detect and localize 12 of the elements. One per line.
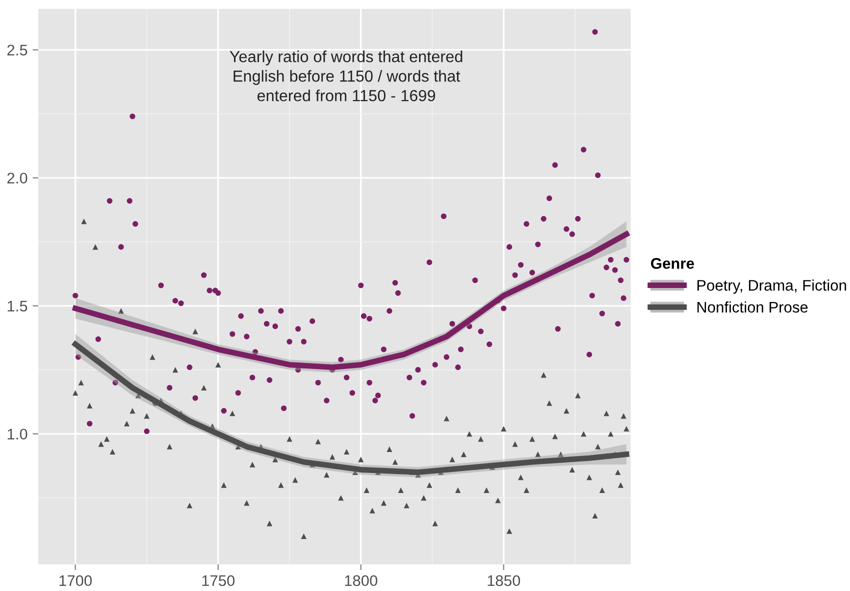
x-tick-label: 1850 [488,575,520,586]
x-tick-label: 1800 [345,575,378,586]
annotation: Yearly ratio of words that entered English before 1150 / words that entered from 1150 - 1699 [230,50,462,102]
legend-title: Genre [651,258,694,269]
legend-label: Poetry, Drama, Fiction [697,280,846,294]
x-tick-label: 1700 [60,575,92,586]
y-tick-label: 1.0 [8,428,28,440]
y-tick-label: 2.0 [7,172,28,184]
legend-label: Nonfiction Prose [697,301,808,313]
x-tick-label: 1750 [202,575,235,586]
y-tick-label: 1.5 [8,300,28,312]
y-tick-label: 2.5 [7,44,28,56]
